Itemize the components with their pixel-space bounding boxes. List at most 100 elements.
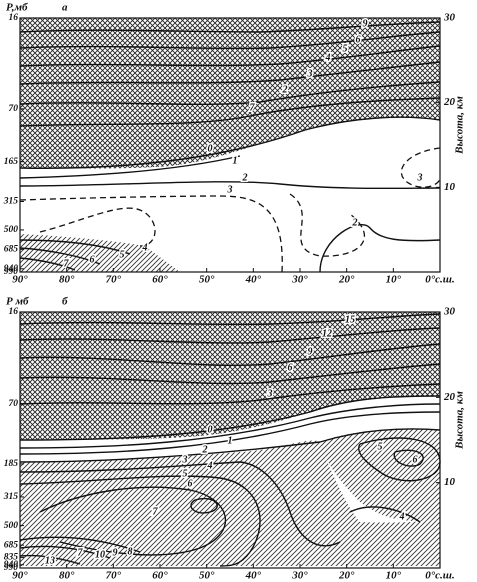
- contour-line: [39, 486, 227, 556]
- contour-label: 2: [242, 172, 248, 183]
- contour-label: 7: [250, 102, 256, 113]
- x-tick-label: 20°: [338, 274, 355, 286]
- contour-label: 7: [64, 258, 70, 269]
- x-tick-label: 90°: [12, 274, 28, 286]
- x-tick-label: 40°: [245, 570, 262, 582]
- y2-tick-label: 30: [443, 12, 456, 24]
- x-tick-label: 10°: [386, 274, 402, 286]
- y-tick-label: 315: [3, 492, 19, 502]
- plot-frame: [19, 311, 441, 569]
- contour-line: [349, 506, 421, 523]
- contour-line: [39, 207, 156, 247]
- x-tick-label: 30°: [291, 570, 308, 582]
- y-tick-label: 70: [9, 104, 19, 114]
- x-tick-label: 50°: [199, 570, 215, 582]
- y-tick-label: 185: [4, 459, 19, 469]
- contour-line: [19, 239, 131, 271]
- x-tick-label: 50°: [199, 274, 215, 286]
- hatch-region: [20, 312, 440, 440]
- contour-label: 3: [267, 388, 273, 399]
- panel-label: а: [62, 2, 68, 14]
- x-tick-label: 80°: [59, 570, 75, 582]
- contour-line: [19, 461, 341, 547]
- contour-line: [19, 475, 261, 567]
- contour-line: [19, 343, 441, 367]
- contour-label: 8: [128, 546, 133, 557]
- contour-line: [393, 449, 424, 467]
- contour-line: [19, 327, 441, 344]
- contour-line: [19, 81, 441, 106]
- contour-label: 3: [227, 184, 233, 195]
- panel-b-field: [19, 312, 441, 567]
- panel-label: б: [62, 296, 68, 308]
- contour-line: [19, 383, 441, 405]
- contour-line: [19, 195, 283, 273]
- contour-label: 6: [90, 254, 95, 265]
- contour-label: 5: [378, 441, 383, 452]
- x-tick-label: 60°: [152, 274, 168, 286]
- x-tick-label: 60°: [152, 570, 168, 582]
- contour-line: [400, 147, 441, 188]
- y-tick-label: 940: [4, 264, 19, 274]
- contour-line: [190, 497, 218, 514]
- contour-line: [289, 193, 365, 257]
- contour-line: [19, 181, 441, 190]
- contour-line: [19, 313, 441, 326]
- contour-line: [358, 437, 441, 482]
- x-tick-label: 30°: [291, 274, 308, 286]
- y-tick-label: 685: [4, 245, 19, 255]
- x-tick-label: 70°: [106, 274, 122, 286]
- contour-line: [19, 97, 441, 127]
- contour-label: 2: [352, 217, 358, 228]
- contour-label: 1: [233, 155, 238, 166]
- contour-label: 2: [202, 444, 208, 455]
- contour-label: 10: [95, 549, 105, 560]
- y-tick-label: 990: [4, 267, 19, 277]
- contour-label: 3: [307, 68, 313, 79]
- plot-frame: [19, 17, 441, 273]
- contour-line: [19, 536, 141, 565]
- y2-tick-label: 20: [443, 96, 456, 108]
- contour-label: 9: [113, 547, 118, 558]
- x-tick-label: 0°с.ш.: [425, 274, 454, 286]
- panel-a-field: [19, 18, 441, 273]
- contour-label: 1: [228, 435, 233, 446]
- y-tick-label: 940: [4, 560, 19, 570]
- y-tick-label: 16: [9, 307, 19, 317]
- contour-label: 4: [207, 460, 213, 471]
- contour-line: [19, 428, 441, 463]
- y-tick-label: 500: [4, 225, 19, 235]
- contour-label: 7: [78, 547, 84, 558]
- x-tick-label: 70°: [106, 570, 122, 582]
- y-tick-label: 16: [9, 13, 19, 23]
- contour-label: 9: [363, 18, 368, 29]
- contour-line: [19, 21, 441, 33]
- y-axis-label: Р,мб: [6, 2, 28, 14]
- x-tick-label: 10°: [386, 570, 402, 582]
- contour-line: [19, 116, 441, 169]
- contour-label: 9: [308, 346, 313, 357]
- y2-axis-label: Высота, км: [454, 96, 466, 155]
- contour-label: 5: [183, 468, 188, 479]
- contour-label: 5: [120, 249, 125, 260]
- contour-line: [19, 31, 441, 50]
- hatch-region: [20, 234, 180, 272]
- contour-line: [19, 155, 241, 179]
- contour-label: 6: [288, 362, 293, 373]
- contour-label: 6: [413, 454, 418, 465]
- y2-tick-label: 10: [444, 476, 456, 488]
- contour-label: 4: [142, 242, 148, 253]
- contour-line: [19, 61, 441, 85]
- contour-label: 12: [322, 328, 332, 339]
- contour-label: 13: [45, 555, 55, 566]
- y-tick-label: 685: [4, 540, 19, 550]
- contour-label: 3: [182, 454, 188, 465]
- contour-label: 7: [153, 506, 159, 517]
- y-tick-label: 835: [4, 553, 19, 563]
- y-tick-label: 990: [4, 563, 19, 573]
- y-tick-label: 70: [9, 399, 19, 409]
- contour-label: 6: [188, 478, 193, 489]
- x-tick-label: 40°: [245, 274, 262, 286]
- contour-label: 3: [417, 172, 423, 183]
